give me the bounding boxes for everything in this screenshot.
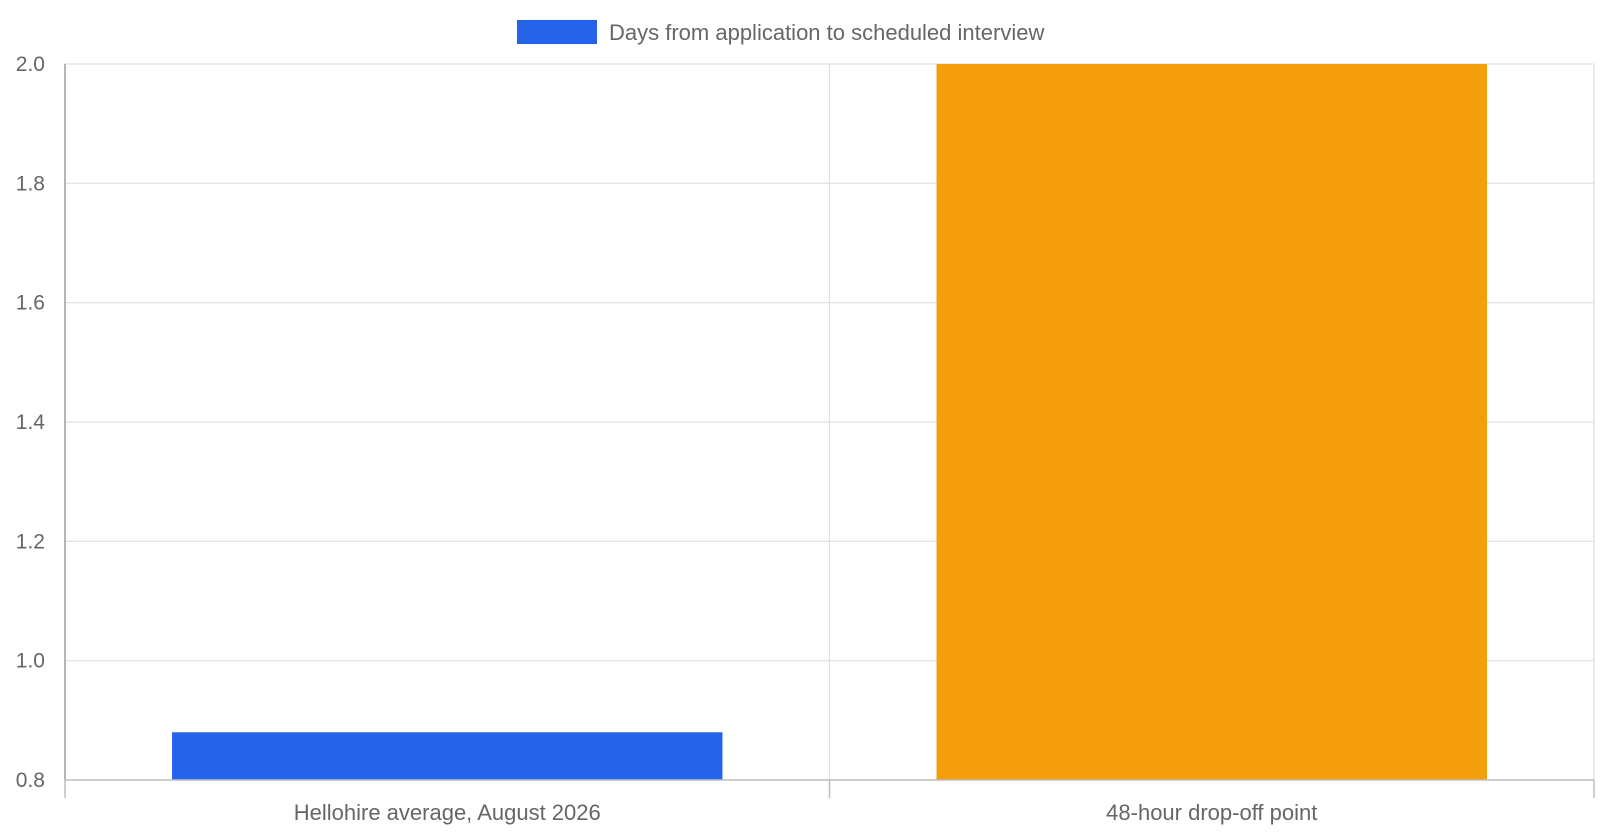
legend-label: Days from application to scheduled inter…	[609, 20, 1044, 45]
y-axis-ticks: 0.8 1.0 1.2 1.4 1.6 1.8 2.0	[16, 53, 46, 792]
legend-swatch	[517, 20, 597, 44]
y-tick-label: 1.6	[16, 292, 45, 315]
x-tick-label: Hellohire average, August 2026	[294, 800, 601, 825]
y-tick-label: 1.4	[16, 411, 46, 434]
legend[interactable]: Days from application to scheduled inter…	[517, 20, 1044, 45]
y-tick-label: 0.8	[16, 769, 45, 792]
x-axis: Hellohire average, August 2026 48-hour dr…	[64, 64, 1595, 825]
x-tick-label: 48-hour drop-off point	[1106, 800, 1317, 825]
y-tick-label: 1.2	[16, 530, 45, 553]
bars	[172, 64, 1487, 780]
bar[interactable]	[936, 64, 1487, 780]
y-tick-label: 1.0	[16, 650, 45, 673]
bar[interactable]	[172, 732, 723, 780]
y-tick-label: 1.8	[16, 172, 45, 195]
y-tick-label: 2.0	[16, 53, 45, 76]
